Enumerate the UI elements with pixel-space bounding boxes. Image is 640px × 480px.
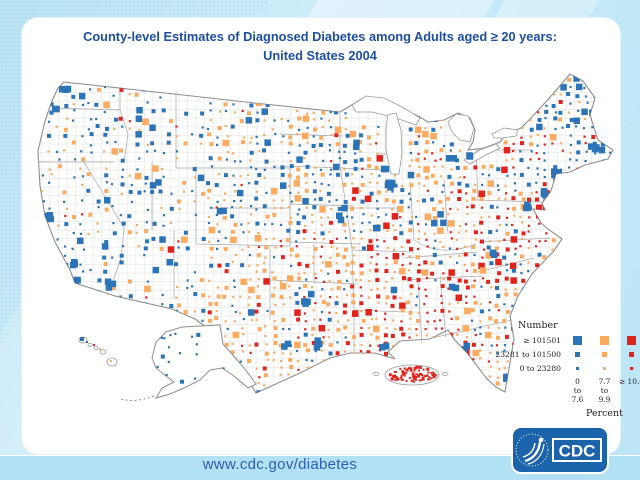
legend-percent-title: Percent [585,407,623,419]
legend-row-small: 0 to 23280 [500,361,640,375]
legend-percent-col-orange: 7.7 to 9.9 [598,377,611,404]
legend-percent-col-blue: 0 to 7.6 [571,377,584,404]
footer-url-link[interactable]: www.cdc.gov/diabetes [202,456,358,473]
legend-swatch-blue-small [576,366,579,370]
hhs-eagle-icon: CDC [515,433,602,467]
legend-row-label: 23281 to 101500 [495,349,561,359]
cdc-logo-text: CDC [559,442,596,461]
title-line-2: United States 2004 [263,48,377,64]
legend-swatch-orange-large [600,335,609,345]
legend-number-title: Number [518,320,558,331]
us-county-map [37,73,614,401]
aleutian-islands [119,395,155,401]
legend-swatch-red-small [630,366,633,370]
map-legend: Number ≥ 101501 23281 to 101500 0 to 232… [495,320,640,419]
legend-row-large: ≥ 101501 [500,333,640,347]
legend-swatch-blue-medium [575,351,580,357]
cdc-logo: CDC [511,426,609,474]
legend-row-label: 0 to 23280 [519,363,561,373]
legend-percent-col-red: ≥ 10.0 [619,377,640,386]
title-line-1: County-level Estimates of Diagnosed Diab… [83,29,557,44]
great-lakes [351,95,519,175]
legend-swatch-red-large [627,335,636,345]
legend-swatch-red-medium [629,351,634,357]
legend-row-label: ≥ 101501 [523,335,561,345]
legend-swatch-blue-large [573,335,582,345]
hawaii-dots-layer [80,337,112,362]
legend-row-medium: 23281 to 101500 [495,347,640,361]
slide-title: County-level Estimates of Diagnosed Diab… [30,27,610,65]
legend-percent-row: 0 to 7.6 7.7 to 9.9 ≥ 10.0 [500,377,640,405]
legend-swatch-orange-small [603,366,606,370]
puerto-rico-dots-layer [388,365,437,383]
legend-swatch-orange-medium [602,351,607,357]
